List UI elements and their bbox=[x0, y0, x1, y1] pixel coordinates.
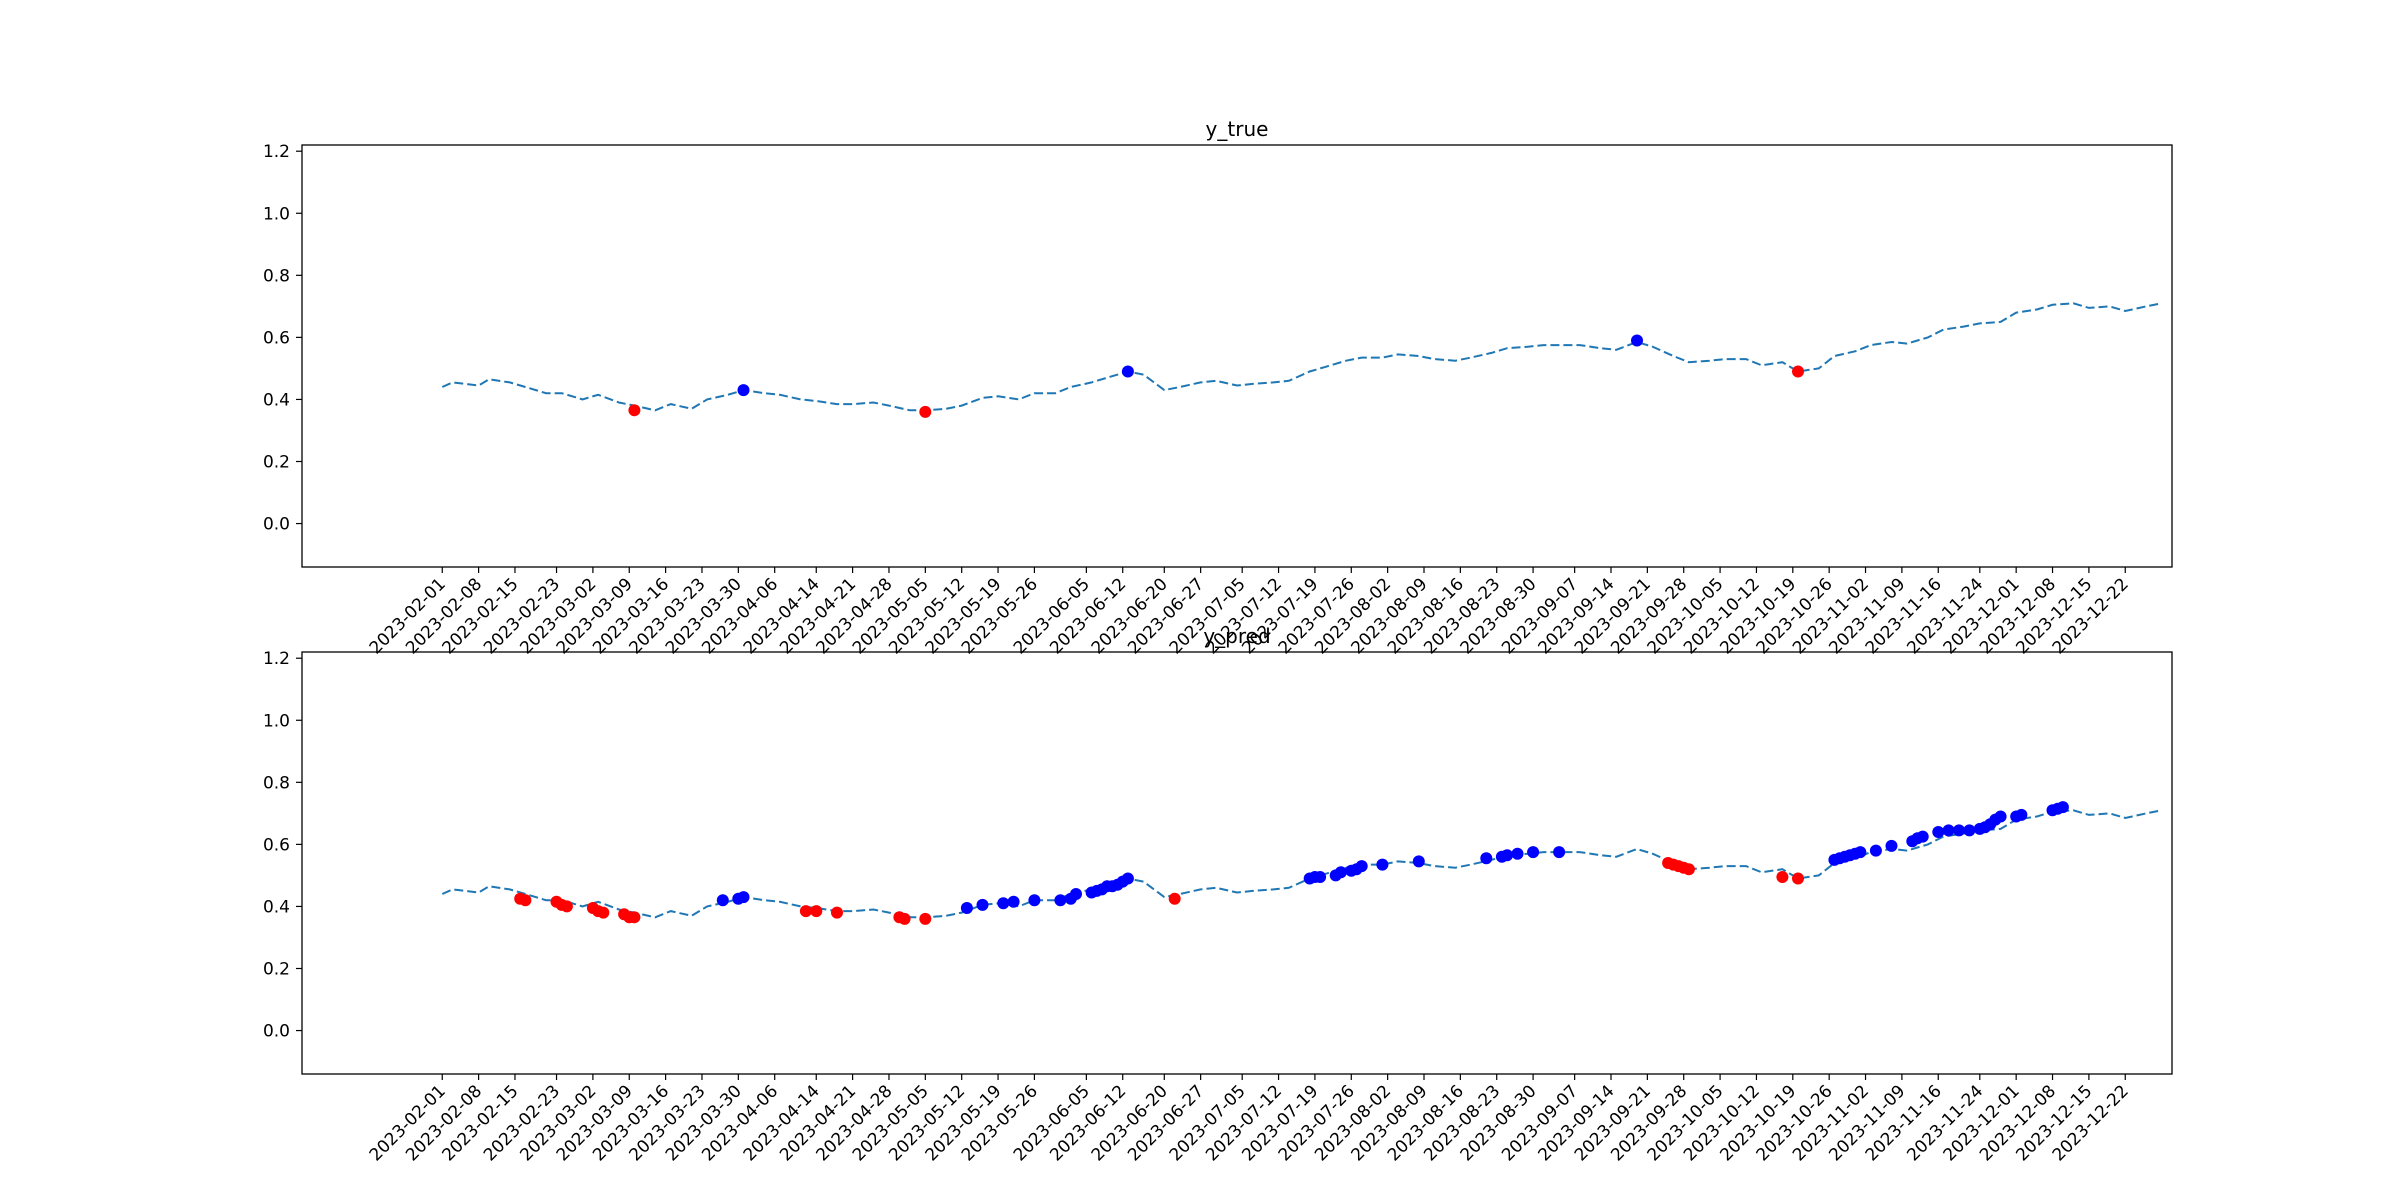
series-line bbox=[441, 302, 2162, 412]
data-point bbox=[1527, 846, 1540, 859]
data-point bbox=[1682, 863, 1695, 876]
data-point bbox=[1776, 871, 1789, 883]
y-tick-label: 1.0 bbox=[263, 204, 290, 224]
data-point bbox=[997, 897, 1010, 910]
data-point bbox=[628, 404, 641, 417]
data-point bbox=[1070, 888, 1082, 900]
y-tick-label: 0.8 bbox=[263, 266, 290, 286]
data-point bbox=[810, 905, 823, 918]
data-point bbox=[831, 906, 843, 919]
data-point bbox=[1942, 824, 1955, 837]
data-point bbox=[1007, 895, 1020, 908]
chart-title: y_pred bbox=[1203, 624, 1270, 648]
data-point bbox=[1792, 872, 1804, 885]
data-point bbox=[919, 405, 932, 418]
y-tick-label: 0.2 bbox=[263, 453, 290, 473]
y-tick-label: 0.2 bbox=[263, 960, 290, 980]
y-tick-label: 0.8 bbox=[263, 773, 290, 793]
data-point bbox=[1553, 846, 1566, 859]
data-point bbox=[1480, 852, 1493, 865]
data-point bbox=[1953, 824, 1965, 837]
data-point bbox=[976, 898, 989, 911]
data-point bbox=[1054, 894, 1067, 907]
data-point bbox=[1121, 365, 1134, 378]
y-tick-label: 1.0 bbox=[263, 711, 290, 731]
data-point bbox=[1994, 810, 2007, 823]
data-point bbox=[799, 905, 812, 918]
data-point bbox=[1869, 844, 1882, 857]
y-tick-label: 0.6 bbox=[263, 328, 290, 348]
series-line bbox=[441, 809, 2162, 919]
data-point bbox=[628, 911, 641, 924]
chart-panel-0: y_true0.00.20.40.60.81.01.22023-02-01202… bbox=[263, 117, 2173, 658]
data-point bbox=[1314, 871, 1327, 883]
y-tick-label: 0.4 bbox=[263, 390, 290, 410]
data-point bbox=[1631, 334, 1643, 347]
data-point bbox=[1916, 830, 1929, 843]
data-point bbox=[1963, 824, 1976, 837]
data-point bbox=[1168, 892, 1181, 905]
data-point bbox=[898, 912, 911, 925]
data-point bbox=[1501, 849, 1514, 862]
data-point bbox=[2015, 808, 2028, 821]
y-tick-label: 0.0 bbox=[263, 515, 290, 535]
data-point bbox=[737, 384, 750, 397]
data-point bbox=[1355, 860, 1368, 873]
data-point bbox=[1792, 365, 1804, 378]
data-point bbox=[597, 906, 610, 919]
data-point bbox=[1885, 839, 1898, 852]
plot-frame bbox=[301, 651, 2173, 1075]
data-point bbox=[737, 891, 750, 904]
data-point bbox=[1412, 855, 1425, 868]
plot-frame bbox=[301, 144, 2173, 568]
y-tick-label: 0.6 bbox=[263, 835, 290, 855]
chart-panel-1: y_pred0.00.20.40.60.81.01.22023-02-01202… bbox=[263, 624, 2173, 1165]
data-point bbox=[2056, 801, 2069, 814]
data-point bbox=[560, 900, 573, 913]
data-point bbox=[1932, 826, 1945, 838]
data-point bbox=[1121, 872, 1134, 885]
y-tick-label: 1.2 bbox=[263, 649, 290, 669]
chart-title: y_true bbox=[1206, 117, 1269, 141]
data-point bbox=[1854, 846, 1867, 859]
data-point bbox=[1511, 847, 1524, 860]
data-point bbox=[1334, 866, 1347, 879]
data-point bbox=[716, 894, 729, 907]
data-point bbox=[1028, 894, 1041, 907]
y-tick-label: 0.0 bbox=[263, 1022, 290, 1042]
data-point bbox=[960, 902, 973, 914]
y-tick-label: 0.4 bbox=[263, 897, 290, 917]
data-point bbox=[919, 912, 932, 925]
y-tick-label: 1.2 bbox=[263, 142, 290, 162]
data-point bbox=[1376, 858, 1389, 871]
data-point bbox=[519, 894, 532, 907]
